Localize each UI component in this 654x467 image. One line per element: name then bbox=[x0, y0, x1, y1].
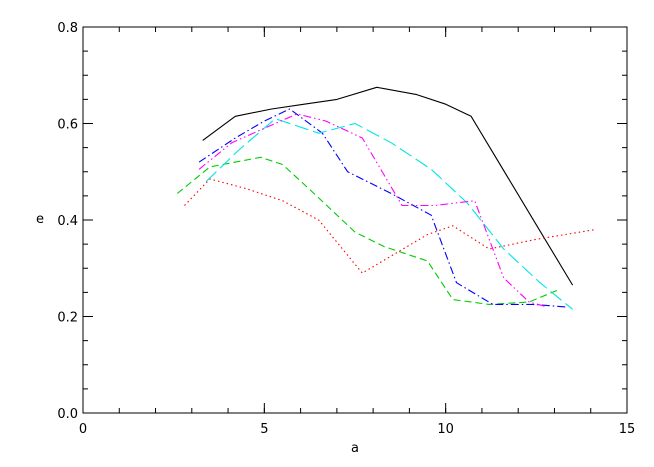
y-axis-label: e bbox=[36, 212, 44, 227]
plot-frame bbox=[82, 26, 628, 414]
series-line-2-dotted bbox=[184, 178, 595, 274]
y-tick-label: 0.0 bbox=[57, 407, 78, 422]
x-tick-label: 0 bbox=[79, 422, 87, 437]
series-line-4-dashdot bbox=[198, 108, 566, 308]
ticks-layer: 0 5 10 15 0.0 0.2 0.4 0.6 0.8 bbox=[57, 21, 635, 437]
series-line-3-dashed bbox=[176, 156, 559, 305]
y-tick-label: 0.2 bbox=[57, 311, 78, 326]
series-line-1-solid bbox=[202, 86, 574, 286]
y-tick-label: 0.6 bbox=[57, 118, 78, 133]
y-tick-label: 0.8 bbox=[57, 21, 78, 36]
x-tick-label: 10 bbox=[437, 422, 454, 437]
x-tick-label: 5 bbox=[260, 422, 268, 437]
series-line-6-dashdotdot bbox=[198, 113, 548, 308]
x-axis-label: a bbox=[351, 441, 359, 456]
series-layer bbox=[176, 86, 595, 310]
x-tick-label: 15 bbox=[619, 422, 636, 437]
series-line-5-longdash bbox=[205, 118, 573, 310]
y-tick-label: 0.4 bbox=[57, 214, 78, 229]
